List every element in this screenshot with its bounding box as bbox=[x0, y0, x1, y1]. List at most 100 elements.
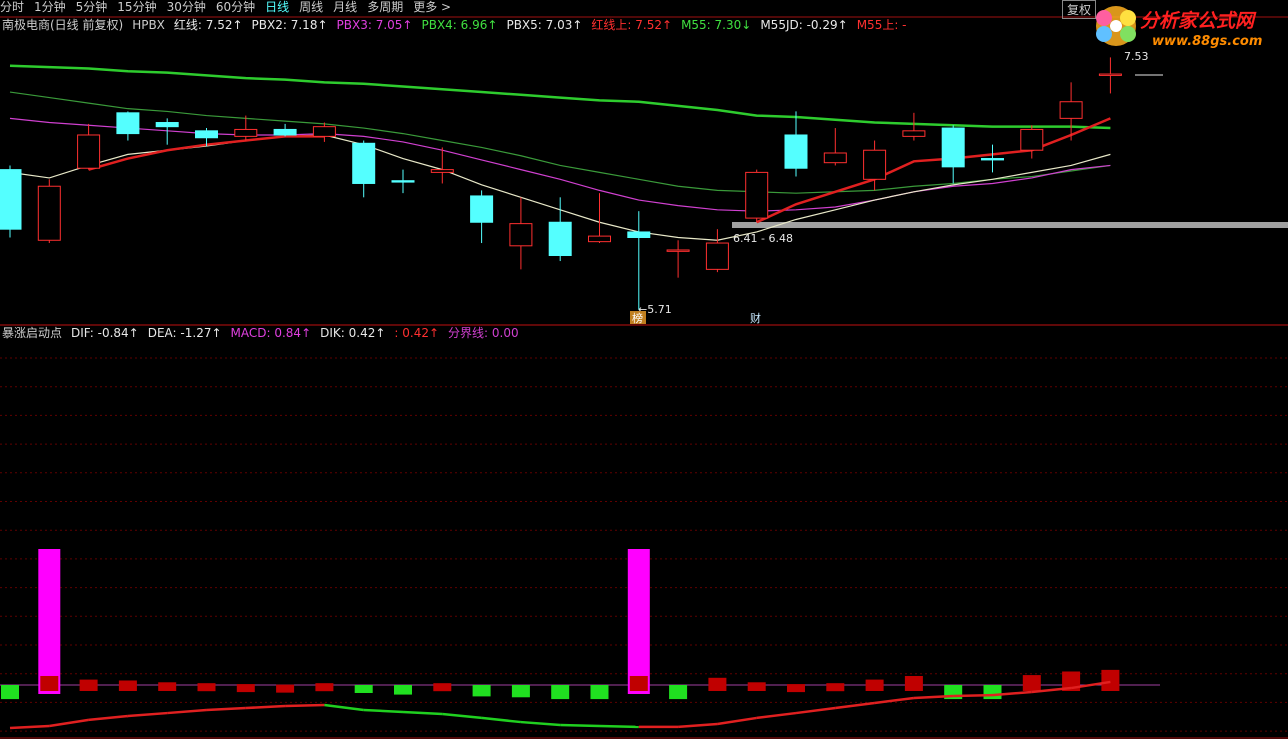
legend-item: M55上: - bbox=[856, 18, 907, 32]
signal-bar bbox=[627, 549, 650, 694]
macd-line-segment bbox=[1070, 680, 1111, 690]
macd-line-segment bbox=[913, 694, 954, 700]
macd-bar bbox=[511, 684, 530, 698]
period-tab[interactable]: 15分钟 bbox=[117, 0, 157, 14]
candle-body bbox=[902, 130, 926, 137]
candle-body bbox=[470, 195, 494, 223]
indicator-name: 暴涨启动点 bbox=[2, 326, 63, 340]
candle-body bbox=[705, 242, 729, 270]
macd-line-segment bbox=[167, 708, 207, 715]
legend-item: DEA: -1.27↑ bbox=[147, 326, 222, 340]
candle-body bbox=[273, 128, 297, 136]
candle-body bbox=[391, 180, 415, 183]
adjust-button[interactable]: 复权 bbox=[1062, 0, 1097, 19]
candle-body bbox=[312, 126, 336, 137]
period-tab[interactable]: 周线 bbox=[299, 0, 324, 14]
macd-line-segment bbox=[756, 711, 797, 720]
period-tab[interactable]: 更多 > bbox=[413, 0, 452, 14]
macd-line-segment bbox=[245, 704, 286, 710]
low-label: ←5.71 bbox=[638, 303, 672, 316]
macd-bar bbox=[394, 684, 412, 695]
candle-body bbox=[116, 112, 140, 135]
macd-line-segment bbox=[481, 716, 522, 724]
candle-body bbox=[745, 171, 769, 219]
candle-body bbox=[195, 130, 218, 139]
candle-body bbox=[234, 128, 258, 137]
candle-body bbox=[509, 223, 533, 247]
macd-line-segment bbox=[88, 714, 129, 722]
macd-legend: 暴涨启动点 DIF: -0.84↑ DEA: -1.27↑ MACD: 0.84↑ D… bbox=[2, 326, 519, 341]
candle-body bbox=[1020, 128, 1044, 151]
macd-line-segment bbox=[599, 724, 639, 729]
macd-bar bbox=[1101, 669, 1120, 691]
range-label: 6.41 - 6.48 bbox=[733, 232, 793, 245]
period-tab[interactable]: 5分钟 bbox=[75, 0, 108, 14]
macd-line-segment bbox=[206, 706, 246, 712]
macd-bar bbox=[158, 682, 177, 691]
candle-body bbox=[588, 235, 611, 243]
macd-bar bbox=[433, 683, 452, 692]
macd-line-segment bbox=[678, 722, 718, 729]
high-label: 7.53 bbox=[1124, 50, 1149, 63]
macd-bar bbox=[629, 675, 648, 691]
price-legend: 南极电商(日线 前复权) HPBX 红线: 7.52↑ PBX2: 7.18↑ PB… bbox=[2, 18, 907, 33]
macd-line-segment bbox=[285, 703, 325, 708]
legend-item: M55: 7.30↓ bbox=[681, 18, 752, 32]
macd-bar bbox=[826, 683, 845, 692]
macd-bar bbox=[1, 684, 19, 700]
candle-body bbox=[352, 142, 376, 184]
candle-body bbox=[0, 169, 22, 230]
legend-item: PBX4: 6.96↑ bbox=[421, 18, 498, 32]
candle-body bbox=[666, 249, 690, 252]
candle-body bbox=[1098, 73, 1122, 76]
macd-bar bbox=[865, 679, 884, 691]
candle-body bbox=[1059, 101, 1083, 119]
period-tab[interactable]: 60分钟 bbox=[215, 0, 256, 14]
macd-line-segment bbox=[717, 716, 757, 726]
period-tab[interactable]: 月线 bbox=[333, 0, 358, 14]
candle-body bbox=[430, 169, 454, 173]
tag-box bbox=[630, 311, 646, 324]
candle-body bbox=[155, 122, 179, 128]
price-range-band bbox=[732, 222, 1288, 228]
macd-line-segment bbox=[874, 696, 915, 705]
logo-url: www.88gs.com bbox=[1152, 34, 1263, 49]
macd-line-segment bbox=[127, 711, 168, 718]
macd-line-segment bbox=[953, 693, 993, 698]
macd-bar bbox=[983, 684, 1002, 700]
legend-item: 红线: 7.52↑ bbox=[173, 18, 243, 32]
macd-bar bbox=[551, 684, 570, 700]
period-tab[interactable]: 分时 bbox=[0, 0, 25, 14]
macd-bar bbox=[747, 682, 766, 691]
period-tab[interactable]: 1分钟 bbox=[34, 0, 66, 14]
tag-label: 财 bbox=[750, 311, 761, 325]
macd-bar bbox=[79, 679, 98, 691]
macd-bar bbox=[708, 677, 727, 691]
legend-item: PBX5: 7.03↑ bbox=[506, 18, 583, 32]
macd-bar bbox=[276, 684, 295, 693]
macd-line-segment bbox=[795, 706, 836, 715]
legend-item: 红线上: 7.52↑ bbox=[591, 18, 673, 32]
candle-body bbox=[37, 185, 61, 241]
legend-item: : 0.42↑ bbox=[394, 326, 440, 340]
macd-line-segment bbox=[992, 690, 1032, 697]
legend-item: DIF: -0.84↑ bbox=[71, 326, 139, 340]
period-tab[interactable]: 多周期 bbox=[367, 0, 404, 14]
macd-bar bbox=[315, 683, 334, 692]
macd-line-segment bbox=[49, 718, 89, 728]
period-tab[interactable]: 30分钟 bbox=[166, 0, 206, 14]
macd-line-segment bbox=[324, 703, 364, 712]
period-tab[interactable]: 日线 bbox=[265, 0, 290, 14]
macd-bar bbox=[904, 675, 923, 691]
macd-bar bbox=[472, 684, 491, 697]
candle-body bbox=[941, 127, 965, 168]
candle-body bbox=[784, 134, 808, 169]
macd-line-segment bbox=[442, 712, 482, 720]
macd-bar bbox=[40, 675, 59, 691]
macd-bar bbox=[1022, 675, 1041, 691]
macd-line-segment bbox=[520, 720, 561, 727]
macd-bar bbox=[590, 684, 609, 700]
logo-flower bbox=[1096, 6, 1136, 46]
